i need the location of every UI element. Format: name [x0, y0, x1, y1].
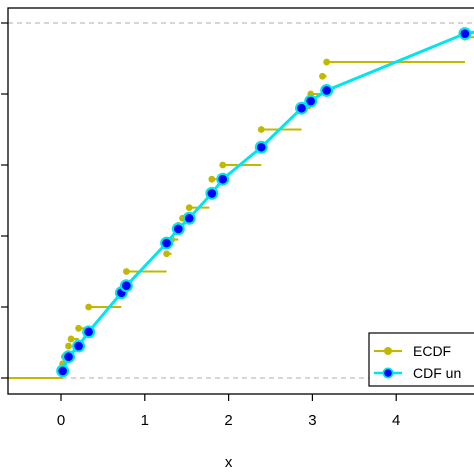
reference-lines: [8, 22, 474, 379]
legend: ECDF CDF un: [368, 332, 474, 387]
axes: 0 1 2 3 4: [1, 7, 474, 429]
x-tick-label-0: 0: [57, 412, 65, 429]
cdf-point-9: [207, 189, 217, 198]
x-tick-label-2: 2: [224, 412, 232, 429]
cdf-point-3: [84, 327, 93, 337]
ecdf-point-3: [67, 335, 75, 343]
cdf-point-10: [218, 174, 228, 184]
ecdf-point-20: [323, 58, 331, 66]
cdf-point-15: [460, 29, 470, 38]
ecdf-point-2: [65, 342, 72, 350]
ecdf-point-5: [85, 303, 93, 311]
legend-label-cdf: CDF un: [413, 365, 461, 381]
cdf-point-14: [322, 86, 331, 95]
legend-ecdf-marker: [384, 347, 392, 355]
cdf-series: [56, 27, 474, 378]
ecdf-point-12: [185, 204, 193, 212]
legend-label-ecdf: ECDF: [413, 343, 451, 359]
x-tick-label-1: 1: [141, 412, 149, 429]
plot-frame: [7, 7, 474, 395]
x-axis-title: x: [225, 454, 233, 471]
ecdf-point-7: [122, 268, 130, 275]
cdf-point-1: [64, 352, 73, 362]
cdf-point-5: [122, 281, 131, 291]
ecdf-series: [8, 33, 474, 379]
x-tick-label-4: 4: [392, 412, 400, 429]
ecdf-point-19: [319, 72, 326, 80]
cdf-point-12: [297, 103, 306, 113]
cdf-point-2: [74, 341, 83, 351]
x-tick-label-3: 3: [308, 412, 316, 429]
cdf-point-6: [162, 238, 171, 248]
ecdf-point-14: [208, 175, 216, 183]
legend-cdf-marker: [384, 369, 392, 377]
cdf-point-8: [184, 213, 194, 223]
cdf-point-7: [174, 224, 183, 234]
cdf-line: [61, 30, 474, 372]
cdf-point-0: [58, 366, 67, 376]
ecdf-point-16: [257, 126, 265, 133]
cdf-point-13: [306, 96, 316, 106]
cdf-point-11: [256, 142, 266, 152]
ecdf-point-15: [219, 161, 227, 169]
ecdf-point-8: [163, 250, 170, 258]
ecdf-point-4: [75, 324, 82, 332]
